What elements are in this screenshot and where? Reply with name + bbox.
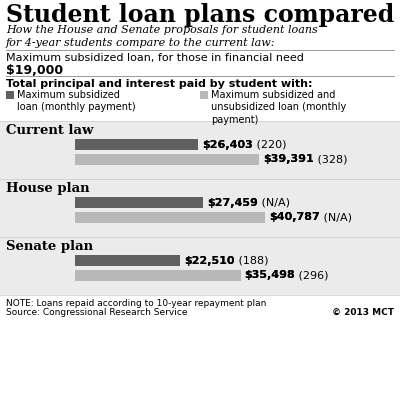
Bar	[0, 179, 400, 237]
Bar	[0, 121, 400, 179]
Text: $27,459: $27,459	[207, 197, 258, 208]
Text: $26,403: $26,403	[202, 139, 253, 150]
Text: (220): (220)	[253, 139, 286, 150]
Text: Maximum subsidized
loan (monthly payment): Maximum subsidized loan (monthly payment…	[17, 90, 136, 112]
Bar	[75, 197, 203, 208]
Text: (188): (188)	[234, 256, 268, 266]
Bar	[0, 237, 400, 295]
Text: $26,403: $26,403	[202, 139, 253, 150]
Text: NOTE: Loans repaid according to 10-year repayment plan: NOTE: Loans repaid according to 10-year …	[6, 299, 266, 308]
Text: $27,459: $27,459	[207, 197, 258, 208]
Bar	[6, 91, 14, 99]
Text: Student loan plans compared: Student loan plans compared	[6, 3, 394, 27]
Bar	[75, 255, 180, 266]
Bar	[75, 154, 259, 165]
Text: $22,510: $22,510	[184, 256, 234, 266]
Text: $22,510 (188): $22,510 (188)	[184, 256, 263, 266]
Text: Maximum subsidized loan, for those in financial need: Maximum subsidized loan, for those in fi…	[6, 53, 304, 63]
Bar	[75, 212, 265, 223]
Text: Total principal and interest paid by student with:: Total principal and interest paid by stu…	[6, 79, 312, 89]
Text: (328): (328)	[314, 154, 347, 164]
Text: $35,498: $35,498	[245, 270, 296, 280]
Text: Senate plan: Senate plan	[6, 240, 93, 253]
Text: $40,787: $40,787	[269, 212, 320, 222]
Bar	[0, 295, 400, 403]
Bar	[75, 139, 198, 150]
Text: $26,403 (220): $26,403 (220)	[202, 139, 282, 150]
Text: Source: Congressional Research Service: Source: Congressional Research Service	[6, 308, 188, 317]
Text: (296): (296)	[296, 270, 329, 280]
Text: $27,459: $27,459	[207, 197, 258, 208]
Text: $26,403: $26,403	[202, 139, 253, 150]
Bar	[200, 91, 208, 99]
Bar	[75, 270, 241, 281]
Text: (N/A): (N/A)	[258, 197, 290, 208]
Text: $22,510: $22,510	[184, 256, 234, 266]
Text: $39,391: $39,391	[263, 154, 314, 164]
Text: (N/A): (N/A)	[320, 212, 352, 222]
Text: $40,787: $40,787	[269, 212, 320, 222]
Text: Current law: Current law	[6, 124, 93, 137]
Text: House plan: House plan	[6, 182, 90, 195]
Text: $22,510: $22,510	[184, 256, 234, 266]
Text: $39,391: $39,391	[263, 154, 314, 164]
Text: How the House and Senate proposals for student loans
for 4-year students compare: How the House and Senate proposals for s…	[6, 25, 318, 48]
Text: Maximum subsidized and
unsubsidized loan (monthly
payment): Maximum subsidized and unsubsidized loan…	[211, 90, 346, 125]
Text: $35,498: $35,498	[245, 270, 296, 280]
Text: $27,459 (N/A): $27,459 (N/A)	[207, 197, 285, 208]
Text: $19,000: $19,000	[6, 64, 63, 77]
Text: © 2013 MCT: © 2013 MCT	[332, 308, 394, 317]
